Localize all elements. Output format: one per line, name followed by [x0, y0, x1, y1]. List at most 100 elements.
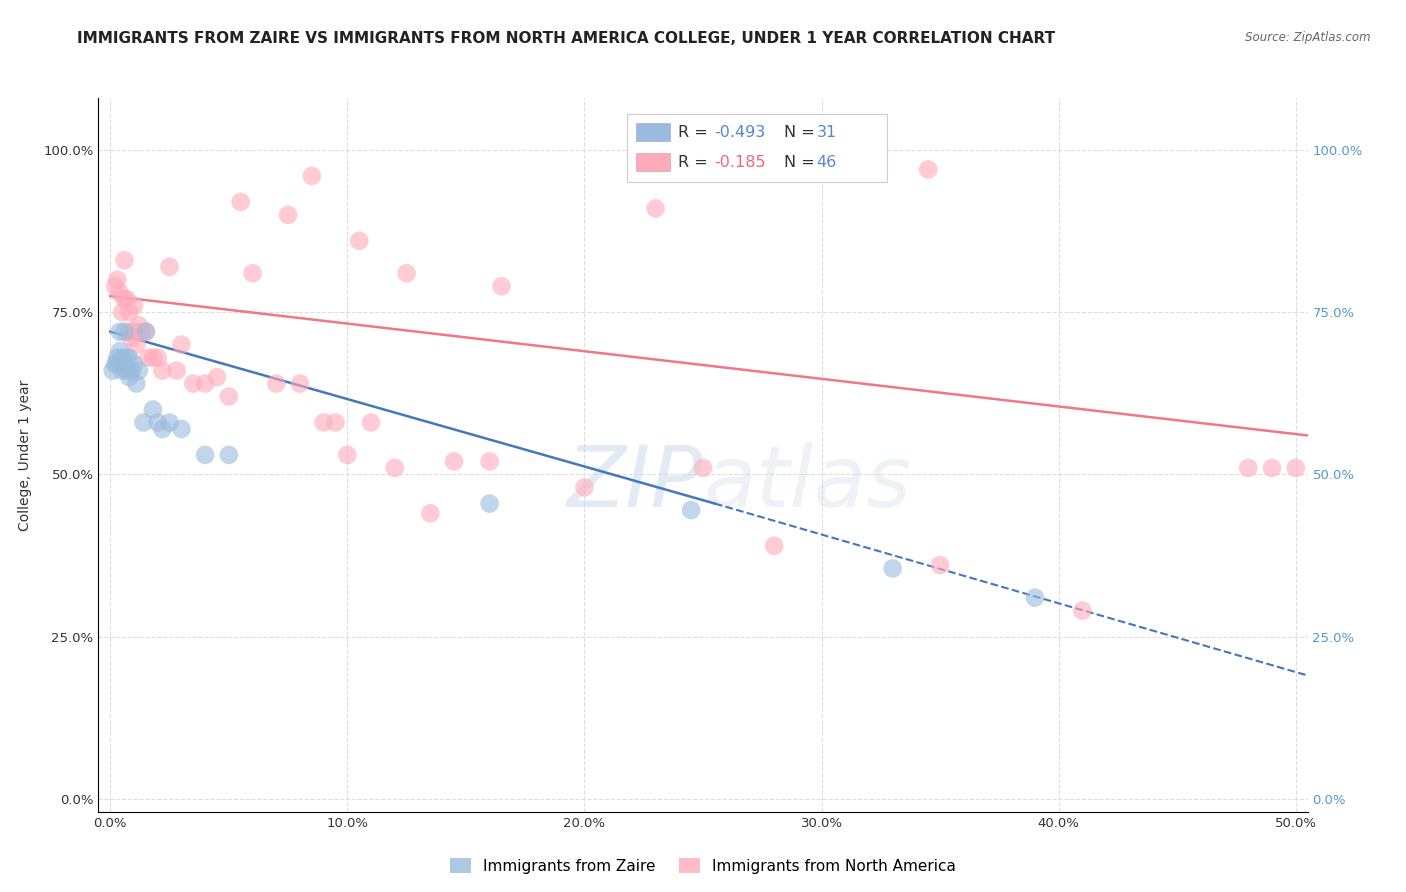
Point — [142, 402, 165, 417]
Bar — [637, 153, 671, 171]
Point — [114, 253, 136, 268]
Point — [118, 351, 141, 365]
Point — [146, 351, 169, 365]
Point — [125, 376, 148, 391]
Point — [159, 416, 181, 430]
Point — [1071, 604, 1094, 618]
Point — [1261, 461, 1284, 475]
Point — [118, 305, 141, 319]
Point — [288, 376, 311, 391]
Point — [128, 318, 150, 333]
Point — [325, 416, 347, 430]
Point — [114, 325, 136, 339]
Point — [122, 325, 145, 339]
Point — [301, 169, 323, 183]
Point — [229, 194, 252, 209]
Point — [146, 416, 169, 430]
Point — [115, 292, 138, 306]
Point — [132, 416, 155, 430]
Point — [118, 325, 141, 339]
Point — [929, 558, 952, 573]
Point — [108, 325, 131, 339]
Point — [105, 351, 128, 365]
Point — [360, 416, 382, 430]
Point — [108, 285, 131, 300]
Point — [205, 370, 228, 384]
Point — [218, 390, 240, 404]
Point — [347, 234, 370, 248]
Point — [111, 351, 134, 365]
Point — [692, 461, 714, 475]
Point — [129, 325, 152, 339]
Point — [1285, 461, 1308, 475]
Bar — [637, 123, 671, 141]
Point — [419, 506, 441, 520]
Point — [242, 266, 264, 280]
Text: N =: N = — [785, 125, 820, 140]
Point — [122, 357, 145, 371]
Point — [181, 376, 204, 391]
Point — [170, 422, 193, 436]
Text: Source: ZipAtlas.com: Source: ZipAtlas.com — [1246, 31, 1371, 45]
Point — [115, 351, 138, 365]
Point — [166, 363, 188, 377]
Point — [395, 266, 418, 280]
Point — [681, 503, 703, 517]
Text: -0.185: -0.185 — [714, 155, 765, 169]
Text: atlas: atlas — [703, 442, 911, 525]
Point — [194, 376, 217, 391]
Point — [105, 357, 128, 371]
Point — [384, 461, 406, 475]
Point — [135, 325, 157, 339]
Point — [111, 305, 134, 319]
Point — [1024, 591, 1046, 605]
Point — [101, 363, 124, 377]
Point — [218, 448, 240, 462]
Text: -0.493: -0.493 — [714, 125, 765, 140]
Point — [121, 363, 143, 377]
Point — [170, 337, 193, 351]
Point — [121, 331, 143, 345]
Point — [443, 454, 465, 468]
Point — [763, 539, 786, 553]
Point — [108, 344, 131, 359]
Point — [152, 422, 174, 436]
Point — [104, 357, 127, 371]
Point — [114, 292, 136, 306]
Point — [312, 416, 335, 430]
Text: 31: 31 — [817, 125, 837, 140]
Text: ZIP: ZIP — [567, 442, 703, 525]
Text: R =: R = — [678, 125, 713, 140]
Point — [1237, 461, 1260, 475]
Legend: Immigrants from Zaire, Immigrants from North America: Immigrants from Zaire, Immigrants from N… — [444, 852, 962, 880]
Point — [128, 363, 150, 377]
Point — [115, 363, 138, 377]
Point — [125, 337, 148, 351]
Point — [264, 376, 287, 391]
Point — [478, 497, 501, 511]
Point — [574, 480, 596, 494]
Point — [111, 363, 134, 377]
Y-axis label: College, Under 1 year: College, Under 1 year — [18, 379, 32, 531]
Point — [135, 325, 157, 339]
Point — [105, 273, 128, 287]
Point — [142, 351, 165, 365]
Text: IMMIGRANTS FROM ZAIRE VS IMMIGRANTS FROM NORTH AMERICA COLLEGE, UNDER 1 YEAR COR: IMMIGRANTS FROM ZAIRE VS IMMIGRANTS FROM… — [77, 31, 1056, 46]
Text: N =: N = — [785, 155, 820, 169]
Point — [277, 208, 299, 222]
Point — [122, 299, 145, 313]
Text: R =: R = — [678, 155, 713, 169]
Point — [104, 279, 127, 293]
Point — [336, 448, 359, 462]
Text: 46: 46 — [817, 155, 837, 169]
Point — [478, 454, 501, 468]
Point — [882, 561, 904, 575]
Point — [194, 448, 217, 462]
Point — [644, 202, 666, 216]
Point — [118, 370, 141, 384]
Point — [136, 351, 159, 365]
Point — [152, 363, 174, 377]
Point — [159, 260, 181, 274]
FancyBboxPatch shape — [627, 114, 887, 182]
Point — [491, 279, 513, 293]
